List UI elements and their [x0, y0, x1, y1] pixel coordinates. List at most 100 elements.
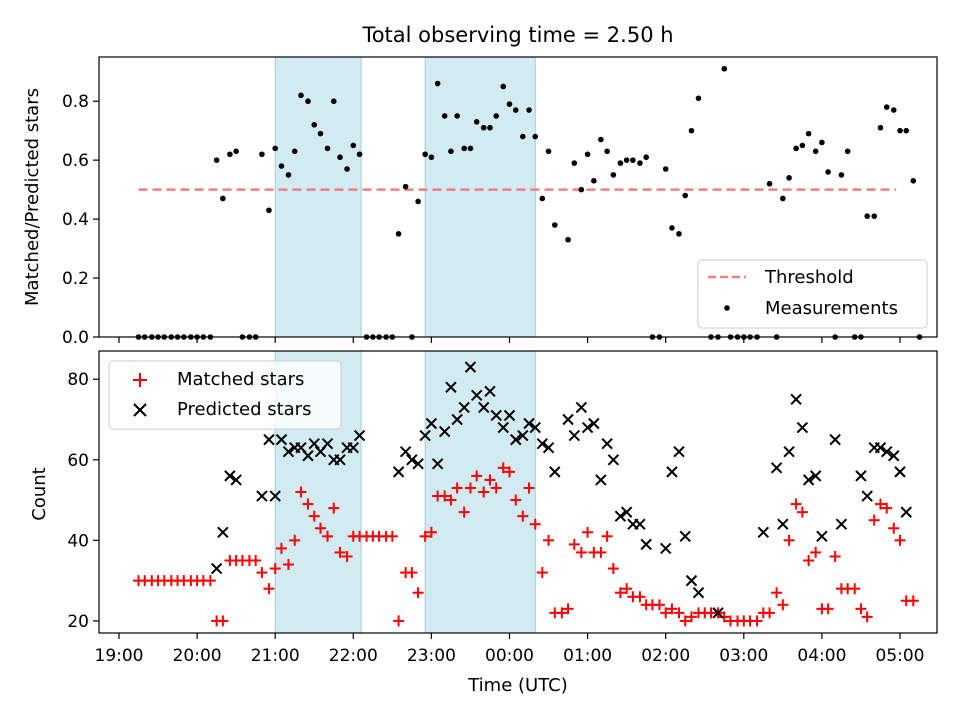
- measurement-point: [766, 180, 773, 187]
- measurement-point: [545, 148, 552, 155]
- matched-point: [523, 482, 535, 494]
- measurement-point: [578, 186, 585, 193]
- predicted-point: [783, 446, 795, 458]
- matched-point: [894, 534, 906, 546]
- measurement-point: [395, 231, 402, 237]
- matched-point: [322, 530, 334, 542]
- measurement-point: [591, 177, 597, 184]
- matched-point: [685, 611, 697, 623]
- top-y-tick-label: 0.0: [62, 328, 89, 348]
- measurement-point: [317, 130, 324, 137]
- x-tick-label: 20:00: [173, 646, 222, 666]
- predicted-point: [230, 474, 242, 486]
- measurement-point: [825, 169, 831, 175]
- matched-point: [295, 486, 307, 498]
- measurement-point: [500, 83, 507, 90]
- matched-point: [575, 546, 587, 558]
- matched-point: [517, 510, 529, 522]
- predicted-point: [679, 530, 691, 543]
- legend-measurements-swatch: [724, 305, 730, 311]
- legend-predicted-swatch: [133, 403, 147, 417]
- predicted-point: [861, 490, 873, 502]
- bottom-x-axis: 19:00 20:00 21:00 22:00 23:00 00:00 01:00 02:00…: [95, 633, 925, 666]
- bottom-y-tick-label: 40: [67, 531, 89, 551]
- x-tick-label: 03:00: [719, 646, 768, 666]
- top-y-tick-label: 0.4: [62, 210, 89, 230]
- matched-point: [451, 482, 463, 494]
- matched-point: [771, 587, 783, 599]
- matched-point: [861, 611, 873, 623]
- observing-intervals-top: [274, 56, 536, 338]
- top-y-axis-label: Matched/Predicted stars: [22, 88, 43, 306]
- predicted-point: [478, 401, 490, 414]
- predicted-point: [575, 401, 588, 414]
- measurement-point: [786, 175, 792, 181]
- predicted-point: [881, 446, 893, 458]
- measurement-point: [844, 148, 851, 155]
- predicted-point: [614, 510, 627, 522]
- x-tick-label: 00:00: [485, 646, 534, 666]
- predicted-point: [549, 466, 561, 478]
- predicted-point: [562, 413, 574, 426]
- top-legend: Threshold Measurements: [697, 259, 928, 329]
- matched-point: [308, 510, 320, 522]
- predicted-point: [275, 433, 288, 446]
- measurement-point: [272, 145, 279, 152]
- legend-threshold-label: Threshold: [764, 267, 854, 288]
- measurement-point: [812, 148, 819, 155]
- predicted-point: [542, 441, 555, 454]
- measurement-point: [506, 101, 513, 107]
- predicted-point: [302, 450, 314, 462]
- matched-point: [907, 595, 919, 607]
- predicted-point: [269, 490, 281, 502]
- x-tick-label: 22:00: [329, 646, 378, 666]
- predicted-point: [431, 458, 444, 470]
- matched-point: [328, 502, 340, 514]
- predicted-point: [620, 506, 633, 518]
- matched-point: [217, 615, 229, 627]
- predicted-point: [347, 441, 360, 454]
- measurement-point: [461, 145, 468, 152]
- measurement-point: [473, 119, 480, 125]
- observing-interval-2: [424, 56, 536, 338]
- predicted-point: [529, 421, 541, 434]
- predicted-point: [595, 474, 607, 486]
- bottom-panel: 20 40 60 80 19:00 20:00 21:00 22:00 23:00 00:00 0…: [29, 350, 938, 696]
- measurement-point: [402, 183, 409, 190]
- legend-predicted-label: Predicted stars: [177, 399, 311, 420]
- matched-point: [803, 554, 815, 566]
- predicted-point: [835, 518, 848, 530]
- matched-point: [796, 506, 808, 518]
- predicted-point: [458, 401, 470, 414]
- measurement-point: [266, 207, 272, 214]
- matched-point: [653, 599, 665, 611]
- bottom-y-axis: 20 40 60 80: [67, 370, 99, 632]
- x-tick-label: 02:00: [641, 646, 690, 666]
- predicted-point: [607, 454, 620, 466]
- matched-point: [556, 607, 568, 619]
- matched-point: [634, 591, 646, 603]
- matched-point: [673, 607, 685, 619]
- bottom-y-tick-label: 20: [67, 612, 89, 632]
- predicted-point: [777, 518, 789, 530]
- measurement-point: [291, 148, 298, 155]
- predicted-point: [419, 429, 431, 442]
- measurement-point: [480, 124, 487, 131]
- observing-interval-1: [274, 56, 362, 338]
- matched-point: [543, 534, 555, 546]
- measurement-point: [688, 127, 695, 134]
- predicted-point: [796, 421, 809, 434]
- matched-point: [386, 530, 398, 542]
- matched-point: [406, 567, 418, 579]
- matched-point: [341, 550, 353, 562]
- legend-matched-label: Matched stars: [177, 369, 304, 390]
- predicted-point: [497, 421, 509, 434]
- measurement-point: [285, 172, 292, 178]
- matched-point: [204, 575, 216, 587]
- predicted-point: [523, 417, 535, 430]
- predicted-point: [464, 361, 477, 373]
- predicted-point: [321, 437, 334, 450]
- measurement-point: [598, 136, 604, 143]
- measurement-point: [337, 154, 343, 161]
- matched-point: [849, 583, 861, 595]
